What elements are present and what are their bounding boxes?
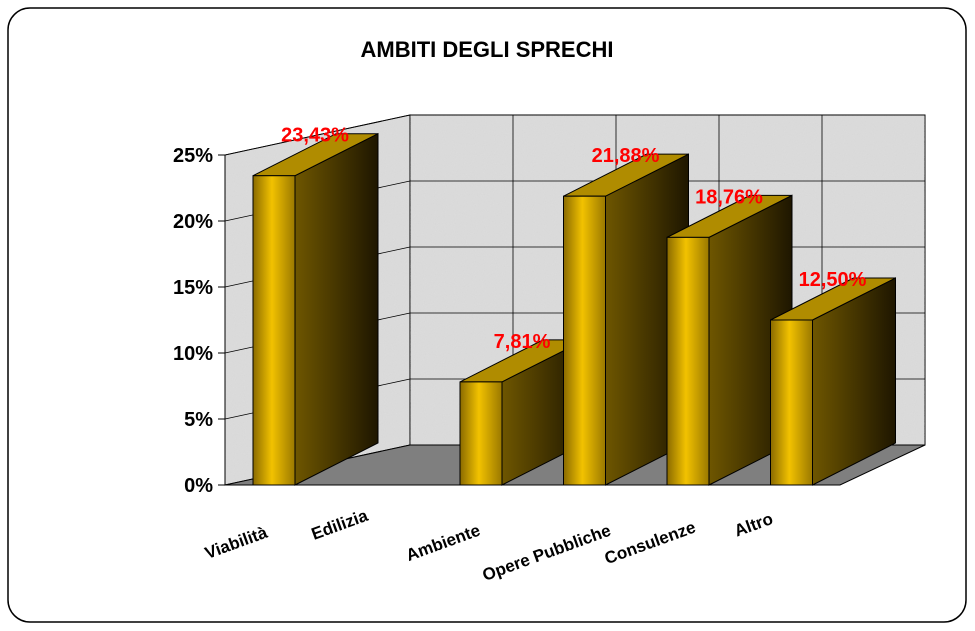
y-tick-label: 10% — [173, 343, 213, 365]
value-label: 21,88% — [592, 145, 660, 167]
bar-front — [252, 175, 296, 486]
y-tick-label: 0% — [184, 475, 213, 497]
y-tick-label: 25% — [173, 145, 213, 167]
bar-front — [666, 236, 710, 486]
bar-side — [294, 132, 379, 486]
bar-front — [563, 195, 606, 486]
bar — [252, 132, 379, 486]
bar — [770, 277, 896, 486]
y-tick-label: 5% — [184, 409, 213, 431]
y-tick-label: 15% — [173, 277, 213, 299]
value-label: 23,43% — [281, 125, 349, 147]
grid-line — [224, 114, 411, 156]
chart-title: AMBITI DEGLI SPRECHI — [360, 37, 613, 62]
y-tick-label: 20% — [173, 211, 213, 233]
bar-front — [770, 319, 813, 486]
value-label: 18,76% — [695, 186, 763, 208]
value-label: 7,81% — [494, 331, 551, 353]
bar-front — [459, 381, 503, 486]
value-label: 12,50% — [799, 269, 867, 291]
